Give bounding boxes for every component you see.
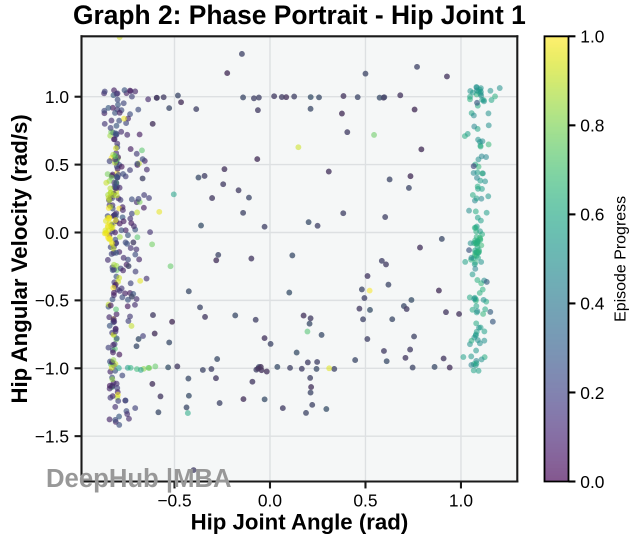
svg-text:0.8: 0.8	[580, 116, 604, 136]
svg-text:−1.5: −1.5	[35, 426, 69, 446]
svg-text:Hip Joint Angle (rad): Hip Joint Angle (rad)	[191, 509, 409, 534]
svg-text:1.0: 1.0	[45, 87, 69, 107]
svg-text:−1.0: −1.0	[35, 359, 69, 379]
svg-text:−0.5: −0.5	[35, 291, 69, 311]
svg-text:Hip Angular Velocity (rad/s): Hip Angular Velocity (rad/s)	[7, 114, 32, 403]
svg-text:0.6: 0.6	[580, 205, 604, 225]
svg-text:0.0: 0.0	[258, 491, 282, 511]
svg-text:DeepHub |MBA: DeepHub |MBA	[46, 465, 232, 493]
svg-text:0.5: 0.5	[353, 491, 377, 511]
svg-text:Episode Progress: Episode Progress	[613, 196, 630, 322]
svg-text:Graph 2: Phase Portrait - Hip: Graph 2: Phase Portrait - Hip Joint 1	[73, 0, 526, 30]
svg-text:0.0: 0.0	[580, 472, 604, 492]
svg-text:−0.5: −0.5	[157, 491, 191, 511]
svg-text:0.0: 0.0	[45, 223, 69, 243]
svg-text:0.2: 0.2	[580, 383, 604, 403]
svg-text:1.0: 1.0	[449, 491, 473, 511]
svg-text:0.4: 0.4	[580, 294, 604, 314]
svg-text:1.0: 1.0	[580, 27, 604, 47]
svg-text:0.5: 0.5	[45, 155, 69, 175]
